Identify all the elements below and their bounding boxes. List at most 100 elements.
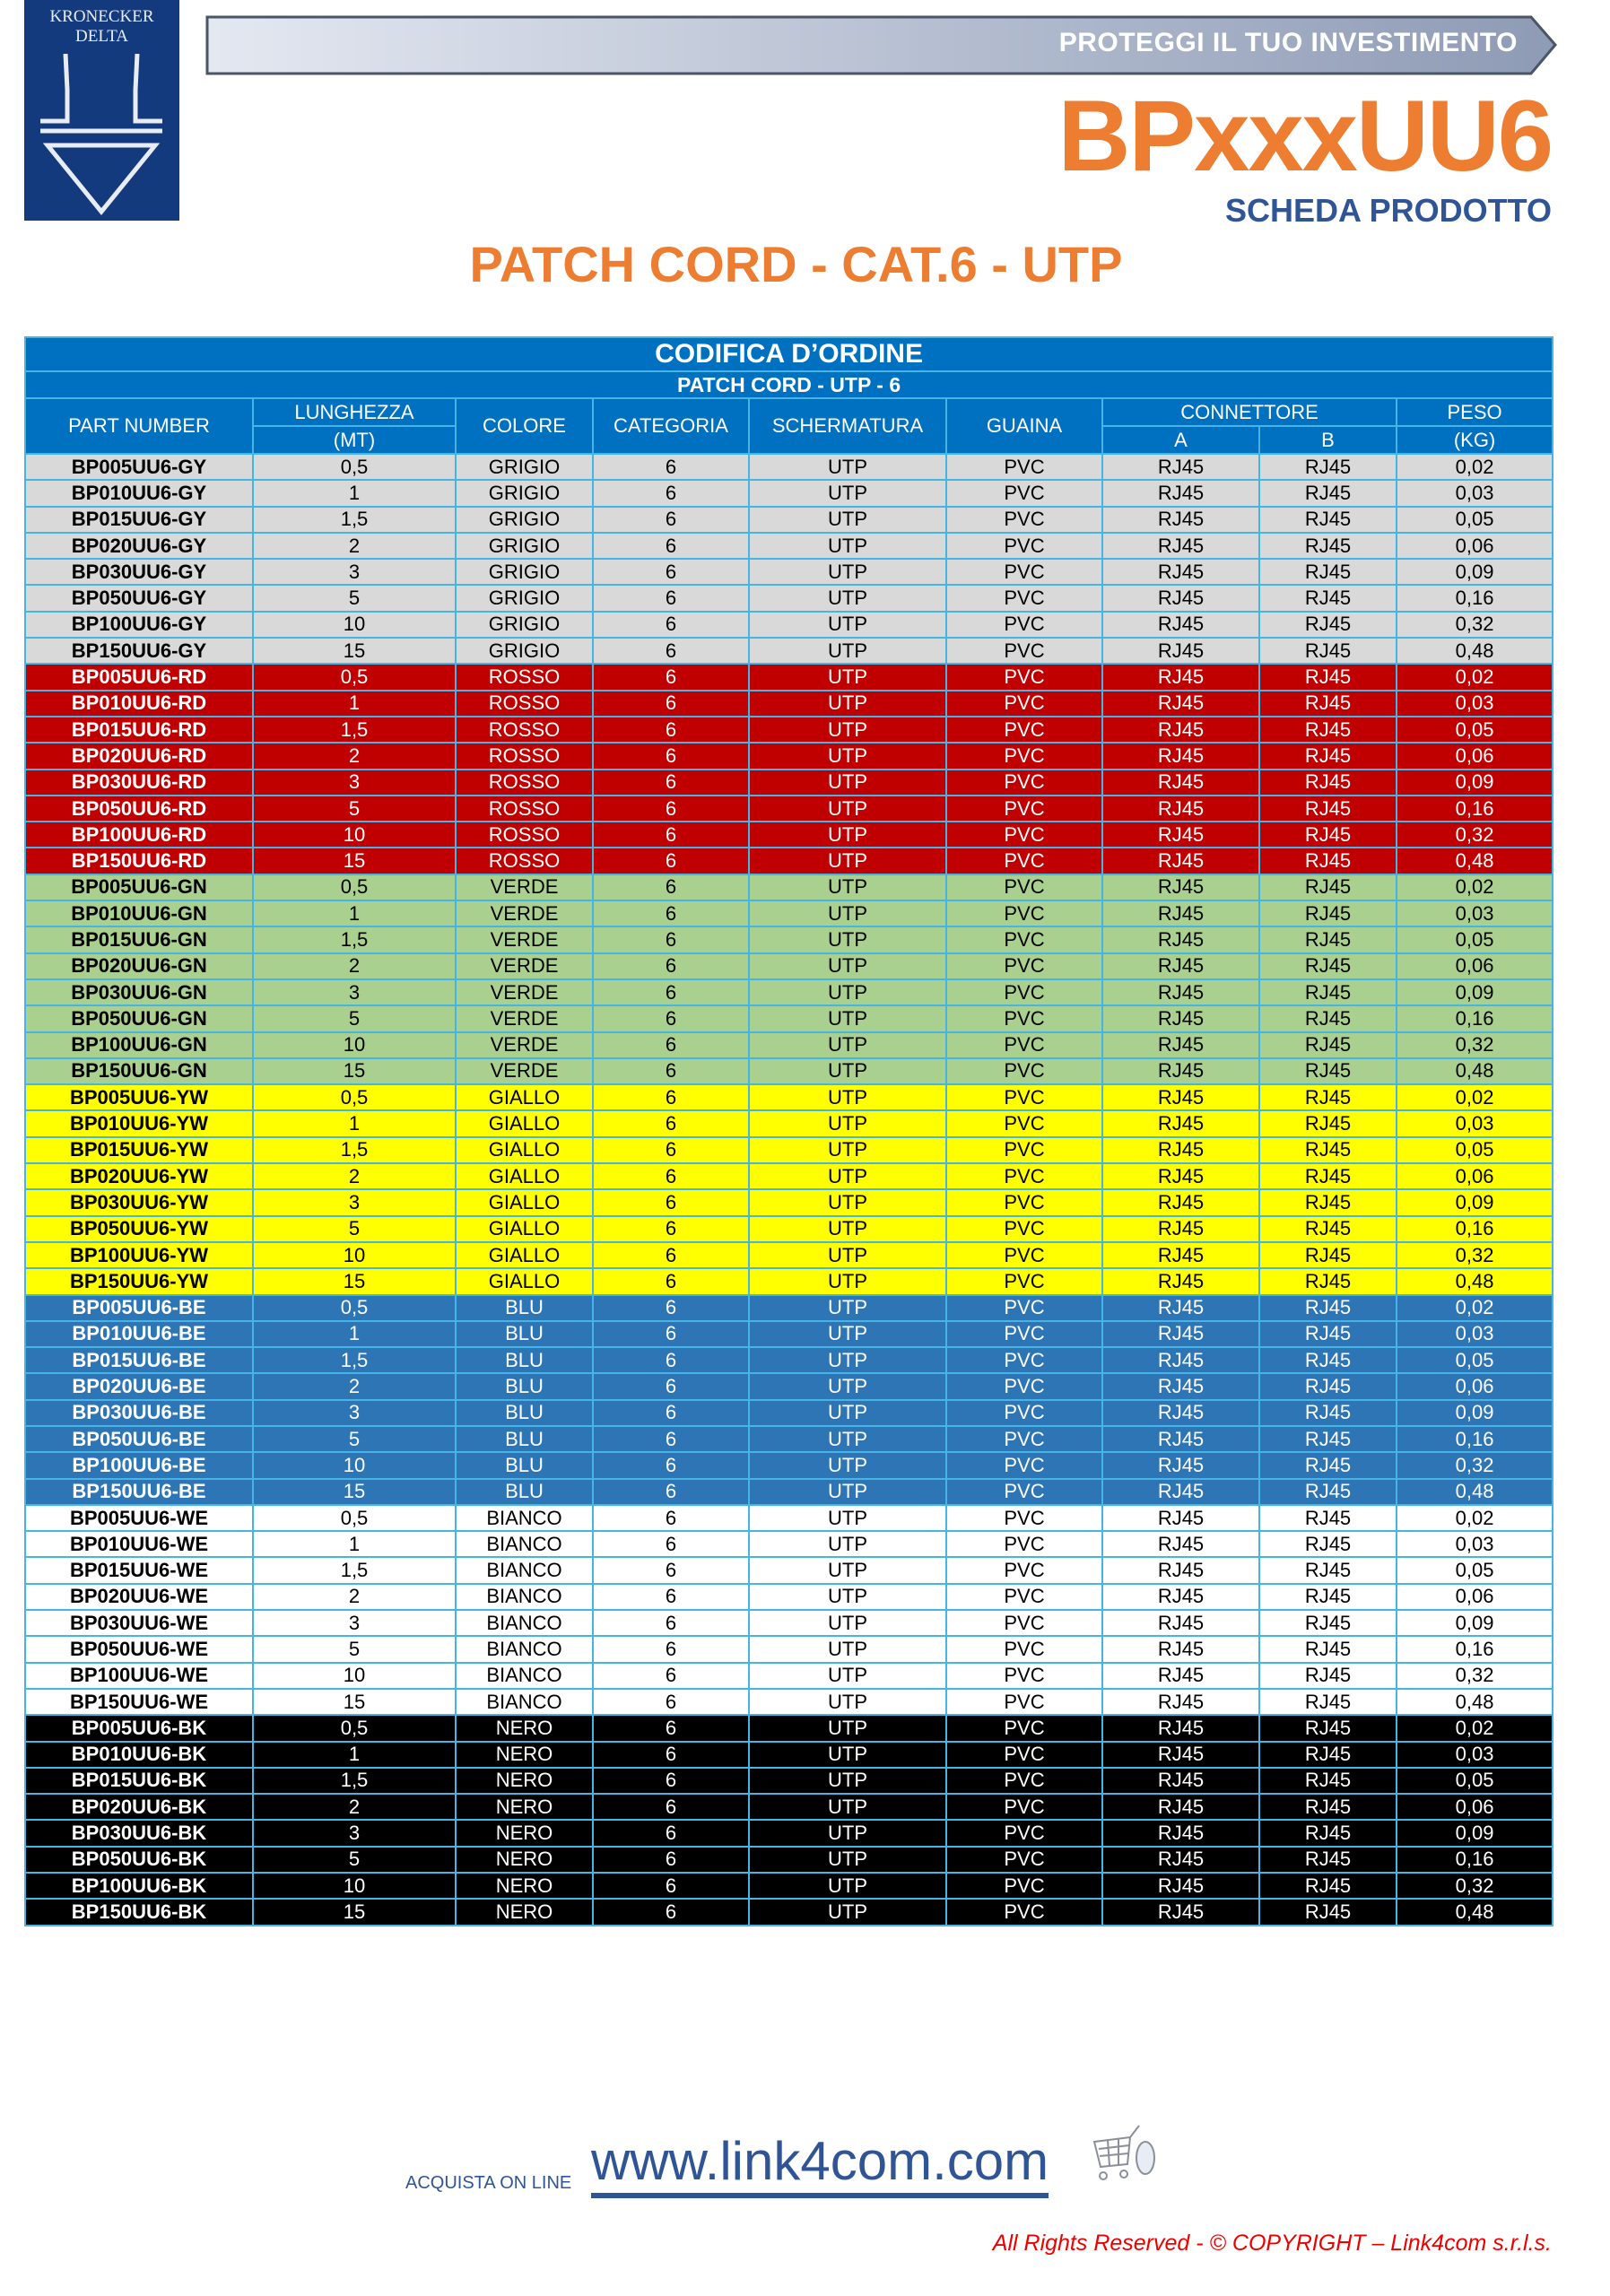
cell-connettore-b: RJ45	[1258, 1793, 1397, 1822]
header-lunghezza-unit: (MT)	[252, 425, 457, 455]
cell-schermatura: UTP	[748, 584, 947, 613]
website-link[interactable]: www.link4com.com	[591, 2130, 1049, 2198]
cell-lunghezza: 1	[252, 900, 457, 928]
slogan-banner: PROTEGGI IL TUO INVESTIMENTO	[205, 15, 1558, 75]
cell-colore: ROSSO	[455, 715, 594, 744]
cell-connettore-b: RJ45	[1258, 1819, 1397, 1848]
cell-schermatura: UTP	[748, 821, 947, 849]
cell-part-number: BP005UU6-GY	[24, 452, 254, 482]
cell-categoria: 6	[592, 1057, 750, 1086]
cell-lunghezza: 0,5	[252, 1083, 457, 1112]
cell-categoria: 6	[592, 1451, 750, 1480]
cell-peso: 0,02	[1395, 452, 1554, 482]
cell-schermatura: UTP	[748, 768, 947, 796]
cell-lunghezza: 5	[252, 794, 457, 823]
delta-logo-icon	[40, 54, 162, 215]
cell-schermatura: UTP	[748, 873, 947, 902]
cell-peso: 0,32	[1395, 1872, 1554, 1900]
cell-schermatura: UTP	[748, 637, 947, 665]
cell-connettore-b: RJ45	[1258, 1293, 1397, 1322]
cell-colore: NERO	[455, 1898, 594, 1926]
cell-categoria: 6	[592, 1872, 750, 1900]
table-title: CODIFICA D’ORDINE	[23, 336, 1554, 372]
cell-connettore-b: RJ45	[1258, 952, 1397, 980]
cell-lunghezza: 15	[252, 1898, 457, 1926]
cell-part-number: BP010UU6-GN	[24, 900, 254, 928]
cell-peso: 0,06	[1395, 1162, 1554, 1191]
cell-categoria: 6	[592, 1214, 750, 1243]
cell-connettore-a: RJ45	[1101, 637, 1260, 665]
cell-peso: 0,16	[1395, 1004, 1554, 1033]
cell-connettore-a: RJ45	[1101, 610, 1260, 639]
cell-colore: BLU	[455, 1346, 594, 1375]
cell-part-number: BP015UU6-BK	[24, 1766, 254, 1796]
cell-peso: 0,02	[1395, 1503, 1554, 1533]
cell-lunghezza: 0,5	[252, 452, 457, 482]
cell-part-number: BP050UU6-BK	[24, 1845, 254, 1874]
cell-schermatura: UTP	[748, 1898, 947, 1926]
cell-part-number: BP010UU6-GY	[24, 479, 254, 508]
cell-connettore-b: RJ45	[1258, 1004, 1397, 1033]
cell-guaina: PVC	[945, 1766, 1103, 1796]
cell-peso: 0,05	[1395, 1135, 1554, 1165]
cell-connettore-b: RJ45	[1258, 1346, 1397, 1375]
cell-colore: NERO	[455, 1819, 594, 1848]
cell-categoria: 6	[592, 1424, 750, 1454]
cell-connettore-a: RJ45	[1101, 1687, 1260, 1717]
cell-connettore-a: RJ45	[1101, 1714, 1260, 1743]
cell-peso: 0,09	[1395, 978, 1554, 1007]
cell-schermatura: UTP	[748, 1372, 947, 1401]
buy-online-label: ACQUISTA ON LINE	[405, 2173, 572, 2193]
cell-colore: VERDE	[455, 1031, 594, 1059]
header-connettore: CONNETTORE	[1101, 397, 1397, 427]
cell-guaina: PVC	[945, 1503, 1103, 1533]
cell-colore: BLU	[455, 1293, 594, 1322]
cell-peso: 0,32	[1395, 1240, 1554, 1270]
cell-schermatura: UTP	[748, 978, 947, 1007]
cell-part-number: BP030UU6-GY	[24, 558, 254, 587]
cell-connettore-b: RJ45	[1258, 926, 1397, 954]
cell-lunghezza: 10	[252, 1872, 457, 1900]
cell-connettore-b: RJ45	[1258, 1477, 1397, 1506]
cell-categoria: 6	[592, 1346, 750, 1375]
banner-text: PROTEGGI IL TUO INVESTIMENTO	[1058, 28, 1518, 57]
cell-colore: GIALLO	[455, 1083, 594, 1112]
cell-guaina: PVC	[945, 1687, 1103, 1717]
cell-lunghezza: 5	[252, 1635, 457, 1664]
cell-guaina: PVC	[945, 715, 1103, 744]
cell-categoria: 6	[592, 742, 750, 770]
cell-guaina: PVC	[945, 1162, 1103, 1191]
cell-guaina: PVC	[945, 1398, 1103, 1427]
table-row: BP005UU6-YW 0,5 GIALLO 6 UTP PVC RJ45 RJ45 0,02	[24, 1083, 1554, 1112]
cell-peso: 0,48	[1395, 637, 1554, 665]
cell-guaina: PVC	[945, 452, 1103, 482]
cell-lunghezza: 10	[252, 1240, 457, 1270]
cell-connettore-a: RJ45	[1101, 1503, 1260, 1533]
cell-part-number: BP150UU6-RD	[24, 847, 254, 875]
cell-connettore-b: RJ45	[1258, 1556, 1397, 1585]
cell-guaina: PVC	[945, 479, 1103, 508]
cell-colore: BIANCO	[455, 1687, 594, 1717]
table-row: BP100UU6-BE 10 BLU 6 UTP PVC RJ45 RJ45 0,32	[24, 1451, 1554, 1480]
cell-peso: 0,05	[1395, 1766, 1554, 1796]
cell-schermatura: UTP	[748, 1346, 947, 1375]
cell-categoria: 6	[592, 952, 750, 980]
cell-connettore-b: RJ45	[1258, 1530, 1397, 1559]
cell-guaina: PVC	[945, 663, 1103, 691]
cell-colore: GRIGIO	[455, 558, 594, 587]
cell-guaina: PVC	[945, 1451, 1103, 1480]
cell-lunghezza: 1	[252, 1319, 457, 1349]
cell-lunghezza: 3	[252, 768, 457, 796]
cell-schermatura: UTP	[748, 1793, 947, 1822]
cell-categoria: 6	[592, 1556, 750, 1585]
cell-categoria: 6	[592, 715, 750, 744]
cell-categoria: 6	[592, 1031, 750, 1059]
cell-categoria: 6	[592, 1687, 750, 1717]
cell-schermatura: UTP	[748, 1766, 947, 1796]
cell-guaina: PVC	[945, 1188, 1103, 1217]
cell-guaina: PVC	[945, 1740, 1103, 1769]
cell-schermatura: UTP	[748, 1872, 947, 1900]
cell-peso: 0,06	[1395, 742, 1554, 770]
cell-guaina: PVC	[945, 1845, 1103, 1874]
header-categoria: CATEGORIA	[592, 397, 750, 455]
